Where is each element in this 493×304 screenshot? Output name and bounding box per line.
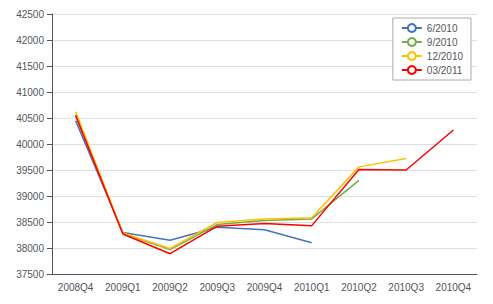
svg-text:40000: 40000 (16, 139, 44, 150)
svg-text:39500: 39500 (16, 165, 44, 176)
svg-text:12/2010: 12/2010 (427, 51, 464, 62)
svg-text:2010Q1: 2010Q1 (294, 282, 330, 293)
svg-text:6/2010: 6/2010 (427, 23, 458, 34)
svg-text:42500: 42500 (16, 9, 44, 20)
svg-text:2009Q3: 2009Q3 (199, 282, 235, 293)
svg-text:42000: 42000 (16, 35, 44, 46)
svg-text:2008Q4: 2008Q4 (58, 282, 94, 293)
svg-text:41000: 41000 (16, 87, 44, 98)
svg-text:41500: 41500 (16, 61, 44, 72)
svg-text:2010Q2: 2010Q2 (341, 282, 377, 293)
svg-text:9/2010: 9/2010 (427, 37, 458, 48)
svg-text:2009Q4: 2009Q4 (247, 282, 283, 293)
svg-text:38000: 38000 (16, 243, 44, 254)
svg-text:38500: 38500 (16, 217, 44, 228)
svg-text:2010Q3: 2010Q3 (388, 282, 424, 293)
svg-text:2009Q2: 2009Q2 (152, 282, 188, 293)
svg-text:39000: 39000 (16, 191, 44, 202)
svg-text:2010Q4: 2010Q4 (436, 282, 472, 293)
svg-text:2009Q1: 2009Q1 (105, 282, 141, 293)
svg-text:03/2011: 03/2011 (427, 65, 463, 76)
svg-text:37500: 37500 (16, 269, 44, 280)
svg-text:40500: 40500 (16, 113, 44, 124)
